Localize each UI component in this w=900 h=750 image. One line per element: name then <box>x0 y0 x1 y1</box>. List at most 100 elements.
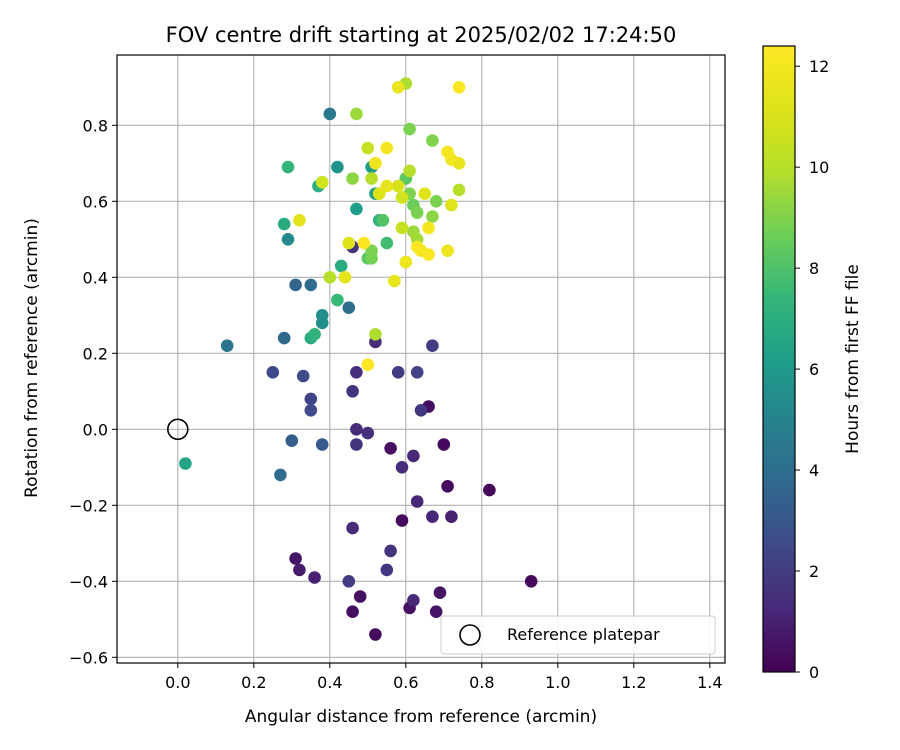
scatter-point <box>437 438 451 451</box>
scatter-point <box>296 369 310 383</box>
scatter-points <box>179 77 538 641</box>
x-tick-label: 1.4 <box>697 673 722 692</box>
scatter-point <box>395 461 409 474</box>
scatter-point <box>304 404 318 417</box>
scatter-point <box>399 255 413 269</box>
colorbar-tick-label: 2 <box>809 562 819 581</box>
scatter-point <box>384 544 397 558</box>
scatter-point <box>315 309 329 322</box>
scatter-point <box>220 339 234 353</box>
scatter-point <box>452 183 466 197</box>
scatter-point <box>403 164 416 178</box>
reference-marker-layer <box>167 418 189 441</box>
scatter-point <box>441 145 454 159</box>
scatter-point <box>308 571 321 584</box>
scatter-point <box>426 210 439 223</box>
scatter-point <box>384 442 397 455</box>
scatter-point <box>395 191 409 204</box>
chart-title: FOV centre drift starting at 2025/02/02 … <box>166 23 677 47</box>
y-tick-label: −0.2 <box>69 496 108 515</box>
scatter-point <box>315 438 329 451</box>
scatter-point <box>331 160 344 174</box>
scatter-point <box>350 438 363 451</box>
scatter-point <box>308 328 321 341</box>
reference-point-marker <box>167 418 189 441</box>
scatter-point <box>483 483 496 497</box>
plot-area: 0.0 0.2 0.4 0.6 0.8 1.0 1.2 1.4 −0.6 −0.4 −0.2 0.0… <box>69 54 726 692</box>
scatter-point <box>414 404 428 417</box>
x-axis-label: Angular distance from reference (arcmin) <box>245 707 597 727</box>
scatter-point <box>346 385 359 398</box>
scatter-point <box>304 278 318 292</box>
scatter-point <box>452 81 466 94</box>
scatter-point <box>369 628 382 641</box>
scatter-point <box>380 236 394 250</box>
legend: Reference platepar <box>440 615 716 655</box>
scatter-point <box>410 366 424 379</box>
scatter-point <box>365 172 378 185</box>
colorbar-gradient <box>762 45 796 673</box>
scatter-point <box>380 179 394 193</box>
scatter-point <box>361 426 375 440</box>
scatter-point <box>315 176 329 189</box>
scatter-point <box>441 244 454 257</box>
scatter-point <box>422 221 435 235</box>
scatter-point <box>342 301 356 315</box>
scatter-point <box>441 480 454 493</box>
scatter-point <box>426 339 439 353</box>
x-tick-label: 0.0 <box>165 673 190 692</box>
scatter-point <box>350 107 363 121</box>
scatter-point <box>426 510 439 523</box>
y-tick-label: 0.8 <box>83 116 108 135</box>
y-tick-label: −0.6 <box>69 648 108 667</box>
scatter-point <box>422 248 435 261</box>
plot-frame <box>116 54 726 664</box>
scatter-point <box>369 328 382 341</box>
y-tick-label: 0.2 <box>83 344 108 363</box>
scatter-point <box>274 468 287 482</box>
scatter-point <box>277 217 291 231</box>
scatter-point <box>395 221 409 235</box>
y-axis-ticks: −0.6 −0.4 −0.2 0.0 0.2 0.4 0.6 0.8 <box>69 116 117 667</box>
colorbar-tick-label: 4 <box>809 461 819 480</box>
scatter-point <box>395 514 409 527</box>
scatter-point <box>323 271 337 284</box>
scatter-point <box>350 423 363 436</box>
scatter-point <box>361 358 375 372</box>
scatter-point <box>293 214 306 227</box>
scatter-point <box>361 141 375 155</box>
x-axis-ticks: 0.0 0.2 0.4 0.6 0.8 1.0 1.2 1.4 <box>165 663 723 692</box>
scatter-point <box>334 259 348 273</box>
x-tick-label: 0.4 <box>317 673 342 692</box>
scatter-point <box>281 233 295 246</box>
scatter-point <box>407 449 420 463</box>
x-tick-label: 1.0 <box>545 673 570 692</box>
scatter-point <box>331 293 344 307</box>
legend-marker <box>459 624 481 646</box>
scatter-point <box>391 366 405 379</box>
scatter-point <box>410 240 424 254</box>
legend-box <box>440 615 716 655</box>
scatter-point <box>418 187 432 200</box>
colorbar-tick-label: 8 <box>809 259 819 278</box>
scatter-point <box>353 590 367 603</box>
colorbar-tick-label: 10 <box>809 158 829 177</box>
colorbar-tick-label: 6 <box>809 360 819 379</box>
y-tick-label: 0.6 <box>83 192 108 211</box>
scatter-point <box>338 271 352 284</box>
y-axis-label: Rotation from reference (arcmin) <box>22 218 42 498</box>
scatter-point <box>429 605 443 618</box>
colorbar-tick-label: 12 <box>809 57 829 76</box>
scatter-point <box>524 575 538 588</box>
scatter-point <box>179 457 192 470</box>
y-tick-label: −0.4 <box>69 572 108 591</box>
x-tick-label: 1.2 <box>621 673 646 692</box>
scatter-point <box>391 179 405 193</box>
scatter-point <box>429 195 443 208</box>
scatter-point <box>445 510 458 523</box>
scatter-point <box>376 214 390 227</box>
scatter-point <box>369 157 382 170</box>
x-tick-label: 0.6 <box>393 673 418 692</box>
scatter-point <box>380 141 394 155</box>
